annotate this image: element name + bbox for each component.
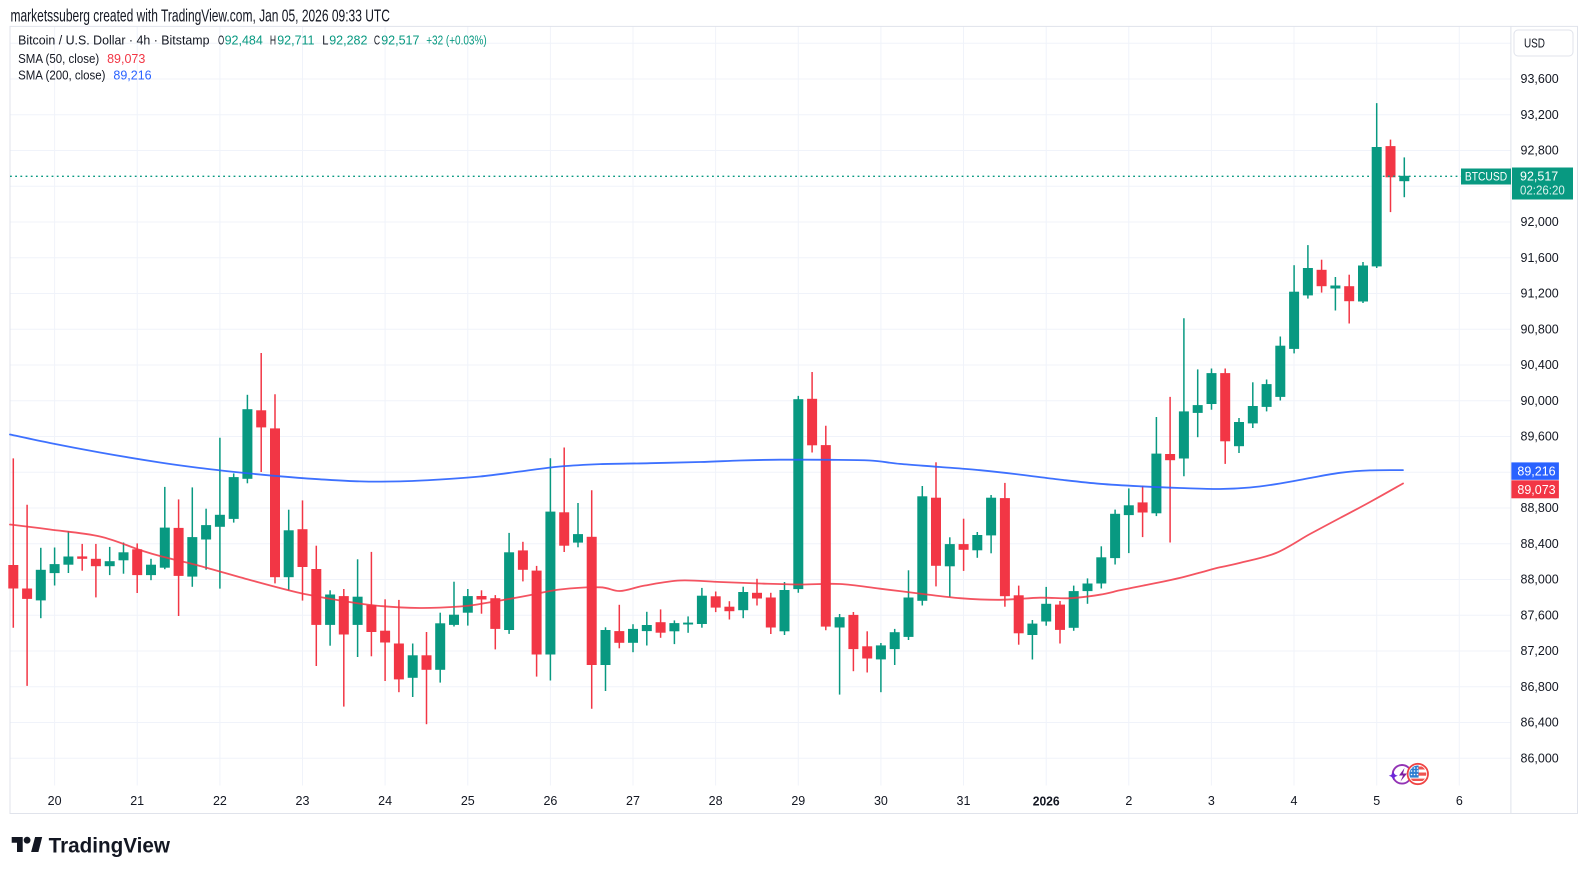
svg-text:89,073: 89,073 xyxy=(107,52,145,66)
svg-text:89,600: 89,600 xyxy=(1521,430,1559,444)
svg-text:92,517: 92,517 xyxy=(1520,170,1558,184)
svg-text:93,600: 93,600 xyxy=(1521,72,1559,86)
svg-text:86,400: 86,400 xyxy=(1521,716,1559,730)
svg-text:SMA (200, close): SMA (200, close) xyxy=(18,68,105,82)
svg-text:+32 (+0.03%): +32 (+0.03%) xyxy=(426,34,487,48)
svg-text:4: 4 xyxy=(1291,794,1298,808)
svg-text:23: 23 xyxy=(296,794,310,808)
svg-text:92,484: 92,484 xyxy=(225,34,263,48)
svg-text:SMA (50, close): SMA (50, close) xyxy=(18,52,99,66)
svg-text:3: 3 xyxy=(1208,794,1215,808)
svg-text:24: 24 xyxy=(378,794,392,808)
svg-text:H: H xyxy=(270,34,276,48)
svg-text:91,600: 91,600 xyxy=(1521,251,1559,265)
svg-text:30: 30 xyxy=(874,794,888,808)
svg-text:92,000: 92,000 xyxy=(1521,215,1559,229)
svg-text:27: 27 xyxy=(626,794,640,808)
svg-text:89,216: 89,216 xyxy=(113,68,151,82)
svg-text:89,073: 89,073 xyxy=(1517,483,1555,497)
svg-text:93,200: 93,200 xyxy=(1521,108,1559,122)
svg-text:92,800: 92,800 xyxy=(1521,144,1559,158)
svg-text:86,800: 86,800 xyxy=(1521,680,1559,694)
svg-text:88,400: 88,400 xyxy=(1521,537,1559,551)
svg-text:6: 6 xyxy=(1456,794,1463,808)
svg-text:91,200: 91,200 xyxy=(1521,287,1559,301)
svg-text:2026: 2026 xyxy=(1033,793,1060,808)
svg-text:92,711: 92,711 xyxy=(277,34,314,48)
svg-text:88,000: 88,000 xyxy=(1521,573,1559,587)
svg-text:25: 25 xyxy=(461,794,475,808)
svg-text:86,000: 86,000 xyxy=(1521,751,1559,765)
svg-text:22: 22 xyxy=(213,794,227,808)
svg-text:marketssuberg created with Tra: marketssuberg created with TradingView.c… xyxy=(11,5,390,25)
svg-text:21: 21 xyxy=(130,794,144,808)
svg-text:28: 28 xyxy=(709,794,723,808)
svg-text:USD: USD xyxy=(1524,36,1545,51)
svg-text:88,800: 88,800 xyxy=(1521,501,1559,515)
svg-text:BTCUSD: BTCUSD xyxy=(1465,172,1507,184)
svg-text:29: 29 xyxy=(791,794,805,808)
svg-text:90,800: 90,800 xyxy=(1521,322,1559,336)
svg-text:87,200: 87,200 xyxy=(1521,644,1559,658)
svg-text:90,000: 90,000 xyxy=(1521,394,1559,408)
svg-text:C: C xyxy=(374,34,380,48)
svg-text:92,517: 92,517 xyxy=(381,34,419,48)
svg-text:L: L xyxy=(322,34,328,48)
svg-text:5: 5 xyxy=(1373,794,1380,808)
svg-text:Bitcoin / U.S. Dollar · 4h · B: Bitcoin / U.S. Dollar · 4h · Bitstamp xyxy=(18,34,209,48)
svg-text:TradingView: TradingView xyxy=(49,833,171,857)
svg-text:92,282: 92,282 xyxy=(329,34,367,48)
svg-text:90,400: 90,400 xyxy=(1521,358,1559,372)
svg-text:20: 20 xyxy=(48,794,62,808)
svg-text:26: 26 xyxy=(543,794,557,808)
svg-text:89,216: 89,216 xyxy=(1517,465,1555,479)
svg-text:O: O xyxy=(218,34,224,48)
svg-text:02:26:20: 02:26:20 xyxy=(1520,184,1565,198)
svg-text:31: 31 xyxy=(957,794,971,808)
svg-text:2: 2 xyxy=(1125,794,1132,808)
svg-text:87,600: 87,600 xyxy=(1521,608,1559,622)
